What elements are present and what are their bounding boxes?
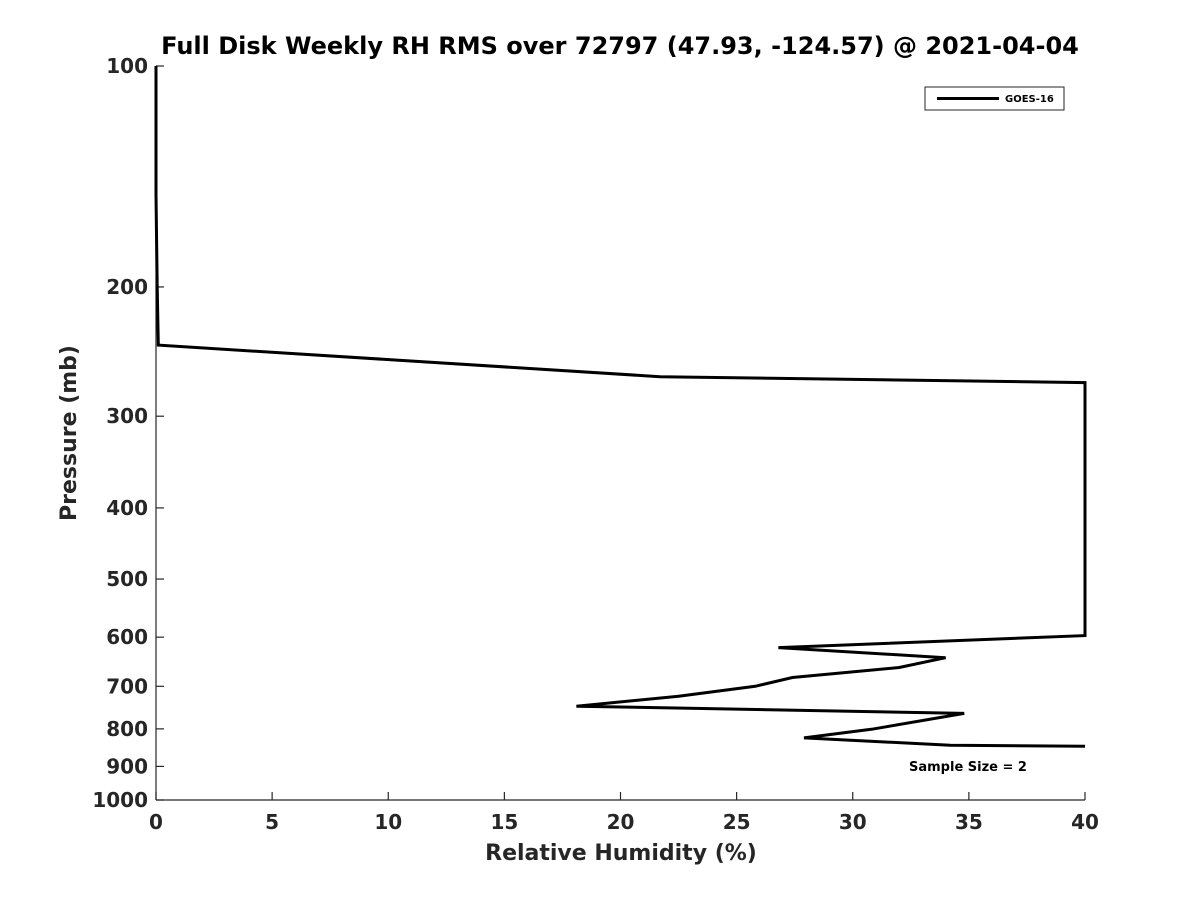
- y-ticks: 100 200 300 400 500 600 700 800 900 1000: [92, 54, 164, 812]
- y-tick-label: 1000: [92, 788, 148, 812]
- x-tick-label: 40: [1071, 810, 1099, 834]
- y-tick-label: 400: [106, 496, 148, 520]
- y-tick-label: 500: [106, 567, 148, 591]
- legend: GOES-16: [924, 86, 1065, 111]
- y-tick-label: 100: [106, 54, 148, 78]
- x-ticks: 0 5 10 15 20 25 30 35 40: [149, 792, 1099, 834]
- y-tick-label: 900: [106, 754, 148, 778]
- series-layer: [154, 66, 1087, 748]
- x-tick-label: 0: [149, 810, 163, 834]
- chart-title: Full Disk Weekly RH RMS over 72797 (47.9…: [161, 32, 1079, 60]
- y-tick-label: 300: [106, 404, 148, 428]
- y-tick-label: 800: [106, 717, 148, 741]
- y-tick-label: 700: [106, 674, 148, 698]
- plot-area: 100 200 300 400 500 600 700 800 900 1000 0 5 10 15 20…: [92, 54, 1099, 834]
- sample-size-annotation: Sample Size = 2: [909, 760, 1027, 775]
- x-axis-label: Relative Humidity (%): [485, 841, 757, 866]
- series-line-goes-16: [154, 66, 1087, 748]
- legend-entry: GOES-16: [1005, 94, 1054, 105]
- x-tick-label: 15: [490, 810, 518, 834]
- x-tick-label: 35: [955, 810, 983, 834]
- y-tick-label: 600: [106, 625, 148, 649]
- y-axis-label: Pressure (mb): [57, 345, 82, 521]
- y-tick-label: 200: [106, 275, 148, 299]
- x-tick-label: 30: [839, 810, 867, 834]
- x-tick-label: 25: [723, 810, 751, 834]
- x-tick-label: 20: [607, 810, 635, 834]
- x-tick-label: 10: [374, 810, 402, 834]
- x-tick-label: 5: [265, 810, 279, 834]
